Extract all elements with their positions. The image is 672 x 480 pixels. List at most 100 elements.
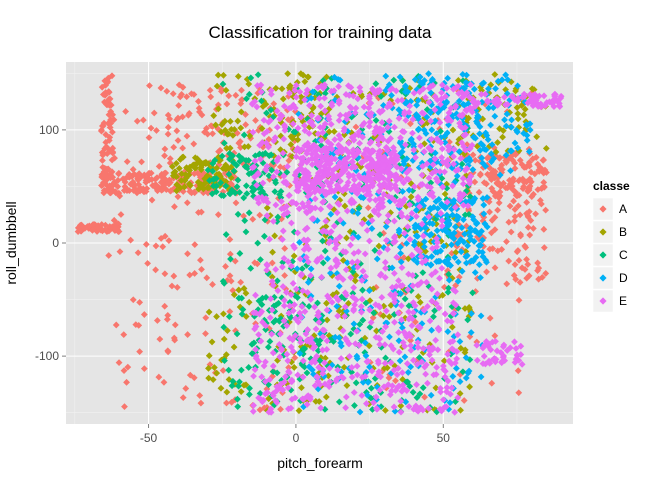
- data-point-B: [278, 85, 286, 93]
- data-point-E: [333, 375, 341, 383]
- data-point-E: [423, 160, 431, 168]
- data-point-E: [328, 99, 336, 107]
- data-point-B: [413, 326, 421, 333]
- data-point-C: [437, 127, 444, 135]
- data-point-B: [217, 175, 225, 183]
- data-point-B: [414, 293, 422, 300]
- data-point-E: [260, 197, 267, 204]
- data-point-D: [479, 236, 486, 244]
- data-point-D: [440, 242, 448, 250]
- data-point-E: [392, 282, 400, 290]
- data-point-E: [273, 387, 280, 395]
- data-point-C: [242, 228, 250, 236]
- data-point-E: [555, 102, 563, 109]
- data-point-D: [451, 223, 459, 231]
- data-point-E: [272, 265, 280, 273]
- data-point-D: [465, 197, 473, 205]
- data-point-E: [402, 116, 410, 124]
- y-tick-label: 100: [39, 123, 59, 137]
- data-point-E: [348, 258, 356, 266]
- data-point-C: [239, 155, 246, 163]
- data-point-E: [425, 344, 433, 352]
- data-point-E: [283, 322, 291, 330]
- data-point-B: [221, 117, 229, 125]
- data-point-B: [499, 133, 506, 141]
- data-point-D: [403, 155, 411, 163]
- data-point-D: [404, 88, 412, 96]
- data-point-E: [370, 399, 377, 407]
- data-point-D: [478, 227, 485, 235]
- data-point-E: [350, 284, 358, 292]
- data-point-E: [467, 172, 475, 180]
- data-point-E: [434, 346, 442, 354]
- data-point-D: [382, 72, 390, 80]
- data-point-E: [374, 159, 382, 166]
- data-point-B: [189, 161, 197, 169]
- data-point-E: [357, 159, 365, 167]
- data-point-A: [161, 302, 169, 310]
- data-point-E: [400, 328, 408, 336]
- data-point-A: [186, 371, 194, 379]
- data-point-C: [266, 338, 274, 345]
- data-point-E: [474, 99, 482, 107]
- data-point-E: [384, 123, 392, 131]
- data-point-E: [301, 226, 309, 233]
- data-point-E: [297, 180, 304, 188]
- data-point-C: [347, 330, 355, 338]
- data-point-E: [292, 93, 300, 101]
- data-point-D: [466, 224, 474, 232]
- data-point-D: [455, 148, 463, 156]
- data-point-B: [335, 307, 343, 315]
- data-point-E: [514, 94, 522, 102]
- data-point-A: [235, 139, 243, 147]
- data-point-E: [375, 211, 383, 219]
- data-point-E: [438, 145, 446, 153]
- data-point-E: [304, 192, 312, 200]
- data-point-E: [311, 185, 319, 192]
- data-point-E: [255, 331, 263, 339]
- data-point-D: [382, 223, 390, 230]
- data-point-E: [351, 176, 358, 184]
- data-point-E: [344, 153, 352, 161]
- data-point-D: [473, 118, 480, 125]
- data-point-A: [99, 157, 106, 164]
- data-point-C: [314, 299, 321, 307]
- data-point-C: [459, 368, 467, 376]
- data-point-D: [469, 166, 477, 174]
- data-point-E: [436, 405, 444, 413]
- data-point-D: [359, 378, 367, 386]
- data-point-E: [293, 285, 300, 293]
- data-point-E: [441, 310, 449, 318]
- data-point-E: [372, 301, 380, 309]
- data-point-D: [333, 270, 341, 277]
- data-point-E: [257, 337, 265, 345]
- data-point-E: [311, 195, 319, 203]
- data-point-E: [334, 259, 342, 267]
- data-point-E: [382, 264, 389, 272]
- data-point-E: [317, 153, 325, 161]
- data-point-A: [270, 100, 278, 108]
- data-point-A: [142, 240, 150, 248]
- data-point-D: [502, 122, 510, 130]
- data-point-C: [226, 155, 233, 163]
- data-point-E: [429, 193, 437, 201]
- data-point-E: [389, 144, 397, 152]
- data-point-E: [345, 110, 353, 118]
- data-point-A: [159, 243, 167, 251]
- data-point-E: [348, 364, 356, 371]
- data-point-C: [271, 347, 279, 355]
- data-point-E: [419, 85, 427, 93]
- data-point-E: [358, 392, 366, 399]
- data-point-E: [342, 145, 350, 153]
- data-point-C: [314, 347, 322, 355]
- data-point-A: [100, 119, 108, 127]
- data-point-D: [336, 76, 344, 84]
- data-point-B: [234, 117, 242, 125]
- data-point-E: [355, 181, 363, 188]
- data-point-E: [376, 386, 384, 394]
- data-point-C: [352, 379, 360, 387]
- data-point-E: [367, 318, 375, 326]
- data-point-B: [217, 384, 225, 392]
- data-point-D: [451, 254, 459, 261]
- data-point-D: [526, 126, 534, 134]
